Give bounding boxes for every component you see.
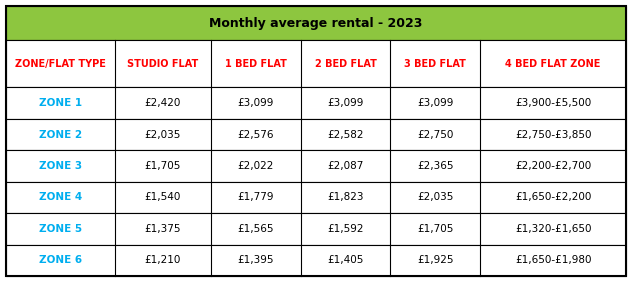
- Text: £1,375: £1,375: [144, 224, 181, 234]
- Text: ZONE 6: ZONE 6: [39, 255, 82, 265]
- Text: £2,750: £2,750: [417, 130, 454, 140]
- Text: £1,395: £1,395: [237, 255, 274, 265]
- Bar: [6, 87, 626, 119]
- Bar: [6, 244, 626, 276]
- Text: £1,210: £1,210: [144, 255, 181, 265]
- Text: £1,705: £1,705: [417, 224, 454, 234]
- Text: £1,405: £1,405: [327, 255, 363, 265]
- Text: STUDIO FLAT: STUDIO FLAT: [127, 59, 198, 69]
- Text: £2,576: £2,576: [237, 130, 274, 140]
- Text: £2,200-£2,700: £2,200-£2,700: [515, 161, 592, 171]
- Text: £3,099: £3,099: [417, 98, 454, 108]
- Text: £2,035: £2,035: [144, 130, 181, 140]
- Text: £2,087: £2,087: [327, 161, 363, 171]
- Text: £1,540: £1,540: [144, 192, 181, 202]
- Text: 3 BED FLAT: 3 BED FLAT: [404, 59, 466, 69]
- Text: £1,925: £1,925: [417, 255, 454, 265]
- Text: 1 BED FLAT: 1 BED FLAT: [224, 59, 286, 69]
- Text: 4 BED FLAT ZONE: 4 BED FLAT ZONE: [506, 59, 601, 69]
- Text: £1,320-£1,650: £1,320-£1,650: [515, 224, 592, 234]
- Text: ZONE/FLAT TYPE: ZONE/FLAT TYPE: [15, 59, 106, 69]
- Text: £3,099: £3,099: [238, 98, 274, 108]
- Bar: [6, 150, 626, 182]
- Text: £1,592: £1,592: [327, 224, 363, 234]
- Text: £3,900-£5,500: £3,900-£5,500: [515, 98, 592, 108]
- Bar: [6, 6, 626, 40]
- Text: £2,035: £2,035: [417, 192, 454, 202]
- Text: £1,823: £1,823: [327, 192, 363, 202]
- Bar: [6, 40, 626, 87]
- Text: £2,420: £2,420: [144, 98, 181, 108]
- Text: £2,022: £2,022: [238, 161, 274, 171]
- Text: £3,099: £3,099: [327, 98, 363, 108]
- Text: £1,650-£2,200: £1,650-£2,200: [515, 192, 592, 202]
- Text: Monthly average rental - 2023: Monthly average rental - 2023: [209, 17, 423, 30]
- Text: £1,779: £1,779: [237, 192, 274, 202]
- Text: £1,705: £1,705: [144, 161, 181, 171]
- Text: £2,582: £2,582: [327, 130, 363, 140]
- Text: ZONE 4: ZONE 4: [39, 192, 82, 202]
- Text: ZONE 3: ZONE 3: [39, 161, 82, 171]
- Text: ZONE 1: ZONE 1: [39, 98, 82, 108]
- Bar: [6, 213, 626, 244]
- Text: ZONE 2: ZONE 2: [39, 130, 82, 140]
- Bar: [6, 119, 626, 150]
- Text: £2,750-£3,850: £2,750-£3,850: [515, 130, 592, 140]
- Text: ZONE 5: ZONE 5: [39, 224, 82, 234]
- Text: £2,365: £2,365: [417, 161, 454, 171]
- Text: 2 BED FLAT: 2 BED FLAT: [315, 59, 377, 69]
- Text: £1,650-£1,980: £1,650-£1,980: [515, 255, 592, 265]
- Text: £1,565: £1,565: [237, 224, 274, 234]
- Bar: [6, 182, 626, 213]
